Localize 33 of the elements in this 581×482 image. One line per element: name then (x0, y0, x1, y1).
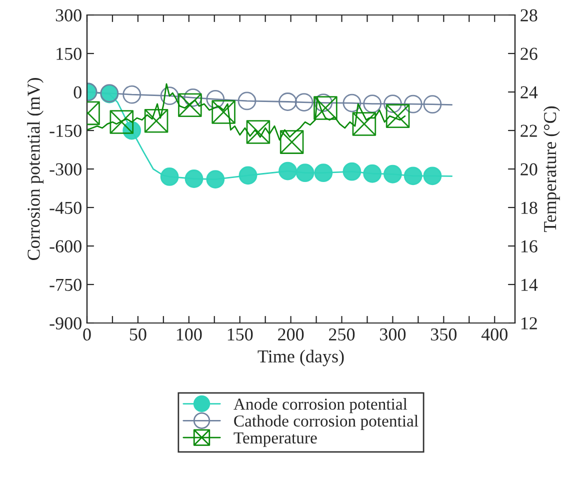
y2-tick-label: 24 (520, 86, 538, 98)
x-tick-label: 300 (380, 328, 406, 341)
x-tick-label: 0 (83, 328, 91, 341)
legend-label: Cathode corrosion potential (234, 414, 418, 430)
y-tick-label: 150 (56, 48, 82, 60)
x-axis-title: Time (days) (258, 350, 344, 366)
y-tick-label: 0 (74, 86, 82, 98)
y2-axis-title: Temperature (°C) (543, 106, 560, 232)
y2-tick-label: 22 (520, 124, 537, 137)
y-axis-title: Corrosion potential (mV) (27, 78, 44, 260)
x-tick-label: 100 (176, 328, 202, 341)
x-tick-label: 200 (278, 328, 304, 341)
x-tick-label: 400 (481, 328, 508, 341)
y2-tick-label: 26 (520, 48, 538, 60)
y-tick-label: 300 (56, 9, 82, 22)
x-tick-label: 250 (329, 328, 355, 341)
legend-label: Anode corrosion potential (234, 398, 408, 414)
x-tick-label: 150 (228, 328, 253, 341)
y2-tick-label: 14 (521, 278, 538, 291)
y2-tick-label: 28 (520, 9, 538, 22)
legend-label: Temperature (234, 432, 317, 447)
y-tick-label: -150 (50, 124, 82, 137)
y2-tick-label: 18 (521, 202, 538, 214)
y-tick-label: -600 (50, 240, 82, 252)
y-tick-label: -900 (50, 317, 82, 330)
y-tick-label: -300 (50, 163, 82, 176)
y-tick-label: -750 (50, 278, 82, 291)
y2-tick-label: 12 (521, 317, 537, 330)
y2-tick-label: 16 (521, 240, 538, 252)
x-tick-label: 50 (130, 328, 146, 341)
x-tick-label: 350 (430, 328, 457, 341)
y2-tick-label: 20 (520, 163, 538, 176)
y-tick-label: -450 (50, 202, 82, 214)
